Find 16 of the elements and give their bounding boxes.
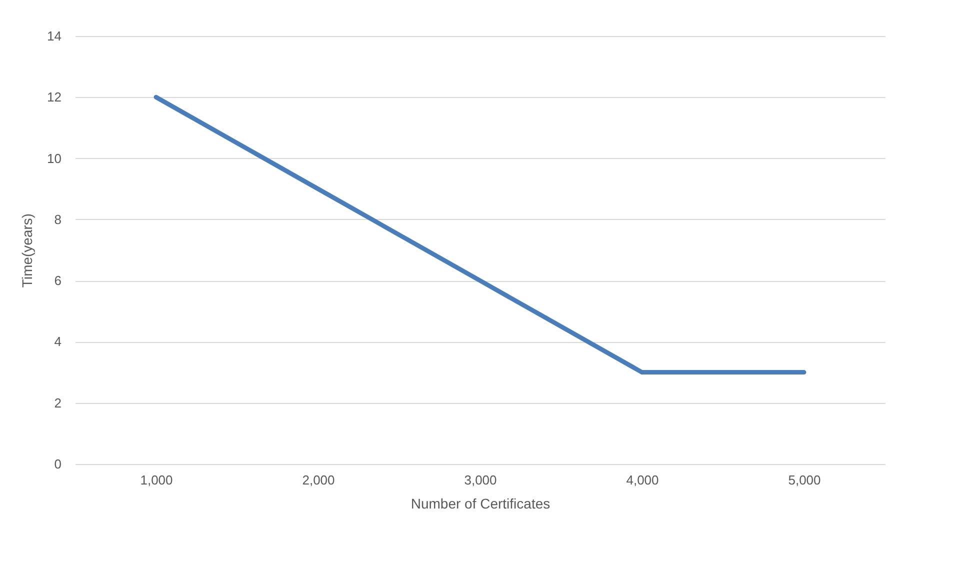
y-tick-label: 6 xyxy=(54,273,62,288)
y-tick-label: 12 xyxy=(47,90,62,105)
y-axis-title: Time(years) xyxy=(19,213,36,288)
y-tick-label: 8 xyxy=(54,212,62,227)
x-axis-title: Number of Certificates xyxy=(410,496,550,512)
x-tick-label: 5,000 xyxy=(788,472,821,488)
y-tick-label: 0 xyxy=(54,456,62,472)
x-tick-label: 3,000 xyxy=(464,472,497,488)
y-tick-label: 4 xyxy=(54,334,62,350)
x-tick-label: 2,000 xyxy=(302,472,335,488)
y-tick-label: 2 xyxy=(54,395,62,410)
x-tick-label: 4,000 xyxy=(626,472,659,488)
line-series xyxy=(154,94,806,375)
y-tick-label: 10 xyxy=(47,150,62,166)
y-tick-label: 14 xyxy=(47,28,62,44)
x-tick-label: 1,000 xyxy=(140,472,173,488)
